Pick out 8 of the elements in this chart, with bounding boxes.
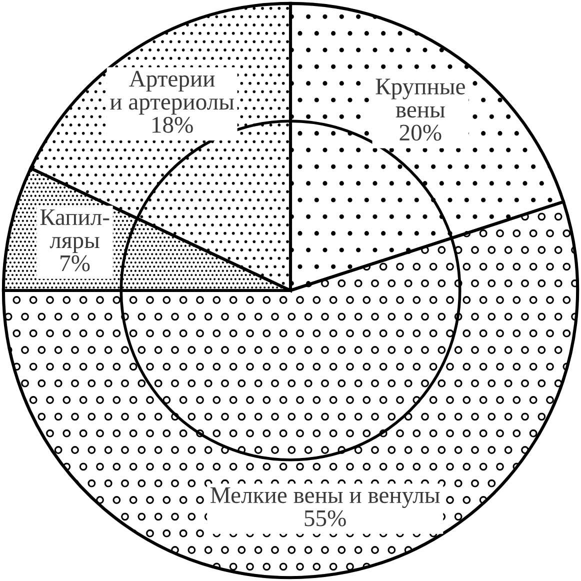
data-label: 18% [152,116,193,133]
slice-label: Капил- ляры [40,209,110,253]
slice-label: Мелкие вены и венулы [210,487,440,508]
data-label: 55% [304,510,346,526]
data-label: 20% [400,124,442,141]
slice-label: Крупные вены [376,78,465,118]
slice-label: Артерии и артериолы [110,70,234,115]
data-label: 7% [60,255,90,272]
